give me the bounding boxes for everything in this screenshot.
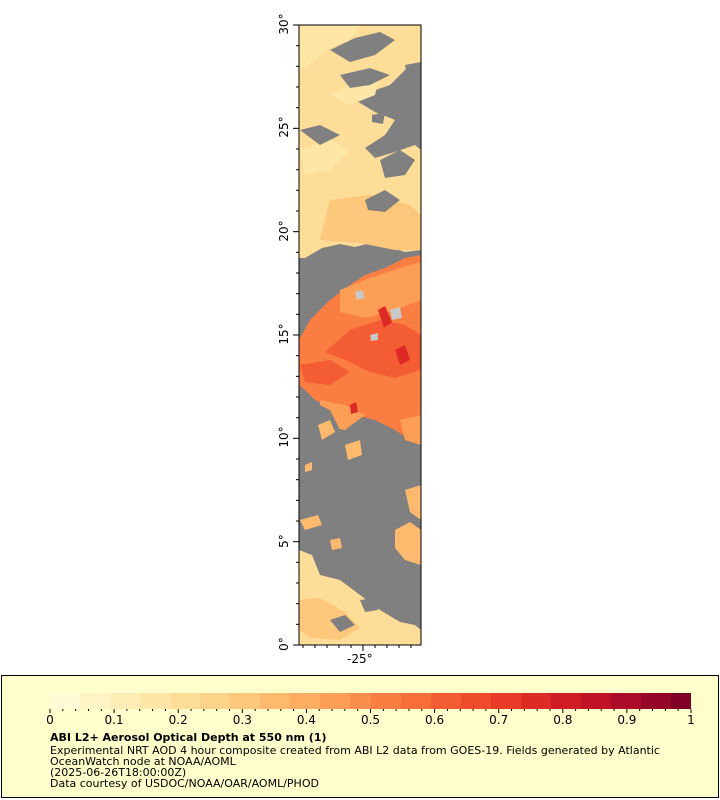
colorbar-tick-label: 0.1 [104,713,124,727]
legend-title: ABI L2+ Aerosol Optical Depth at 550 nm … [50,731,327,744]
colorbar-cell [290,693,301,709]
colorbar-tick-label: 0.4 [296,713,316,727]
colorbar-cell [460,693,471,709]
colorbar-ticks [49,709,692,713]
colorbar-cell [210,693,221,709]
colorbar-cell [390,693,401,709]
colorbar-cell [670,693,681,709]
colorbar-tick-label: 0.6 [425,713,445,727]
colorbar-cell [580,693,591,709]
colorbar-cell [330,693,341,709]
lat-label: 5° [277,533,291,548]
colorbar-cell [410,693,421,709]
colorbar-cell [530,693,541,709]
colorbar-cell [490,693,501,709]
colorbar-cell [140,693,151,709]
colorbar-cell [60,693,71,709]
colorbar-cell [70,693,81,709]
colorbar-cell [80,693,91,709]
colorbar-cell [170,693,181,709]
colorbar-tick-label: 0 [46,713,54,727]
lat-label: 25° [277,116,291,138]
colorbar-cell [630,693,641,709]
colorbar-cell [540,693,551,709]
colorbar [50,693,691,709]
colorbar-cell [370,693,381,709]
longitude-ticks [302,645,412,651]
colorbar-cell [590,693,601,709]
colorbar-cell [100,693,111,709]
colorbar-cell [90,693,101,709]
colorbar-cell [190,693,201,709]
latitude-ticks [293,24,299,646]
colorbar-cell [310,693,321,709]
colorbar-cell [320,693,331,709]
colorbar-cell [480,693,491,709]
colorbar-cell [360,693,371,709]
colorbar-cell [250,693,261,709]
colorbar-cell [350,693,361,709]
lat-label: 30° [277,13,291,35]
colorbar-cell [120,693,131,709]
colorbar-tick-label: 0.7 [489,713,509,727]
colorbar-cell [450,693,461,709]
colorbar-cell [620,693,631,709]
colorbar-cell [560,693,571,709]
colorbar-cell [550,693,561,709]
colorbar-cell [300,693,311,709]
colorbar-cell [650,693,661,709]
legend-description: Experimental NRT AOD 4 hour composite cr… [50,744,660,768]
colorbar-cell [660,693,671,709]
colorbar-cell [230,693,241,709]
lon-label: -25° [347,652,373,666]
colorbar-cell [200,693,211,709]
colorbar-cell [280,693,291,709]
colorbar-cell [470,693,481,709]
aod-map [293,24,422,651]
colorbar-tick-label: 0.5 [360,713,381,727]
colorbar-cell [150,693,161,709]
colorbar-cell [520,693,531,709]
colorbar-cell [400,693,411,709]
colorbar-cell [160,693,171,709]
colorbar-cell [340,693,351,709]
colorbar-cell [180,693,191,709]
colorbar-cell [110,693,121,709]
colorbar-tick-label: 0.3 [232,713,252,727]
colorbar-tick-label: 1 [687,713,695,727]
legend-timestamp: (2025-06-26T18:00:00Z) [50,766,187,779]
colorbar-cell [610,693,621,709]
colorbar-tick-label: 0.8 [553,713,573,727]
legend-panel: 0 0.1 0.2 0.3 0.4 0.5 0.6 0.7 0.8 0.9 1 ABI L2+ Ae… [1,675,719,798]
colorbar-cell [440,693,451,709]
lat-label: 0° [277,637,291,651]
colorbar-cell [50,693,61,709]
colorbar-cell [420,693,431,709]
lat-label: 15° [277,323,291,345]
colorbar-cell [240,693,251,709]
aod-region-north-light [299,25,380,175]
colorbar-cell [260,693,271,709]
colorbar-cell [430,693,441,709]
colorbar-cell [570,693,581,709]
colorbar-cell [510,693,521,709]
colorbar-tick-label: 0.9 [617,713,637,727]
colorbar-cell [640,693,651,709]
lat-label: 10° [277,426,291,448]
colorbar-cell [680,693,691,709]
colorbar-cell [130,693,141,709]
colorbar-cell [270,693,281,709]
legend-credit: Data courtesy of USDOC/NOAA/OAR/AOML/PHO… [50,777,319,790]
colorbar-cell [600,693,611,709]
lat-label: 20° [277,220,291,242]
colorbar-cell [220,693,231,709]
colorbar-cell [500,693,511,709]
colorbar-tick-label: 0.2 [168,713,188,727]
colorbar-cell [380,693,391,709]
cloud-holes [300,32,421,212]
